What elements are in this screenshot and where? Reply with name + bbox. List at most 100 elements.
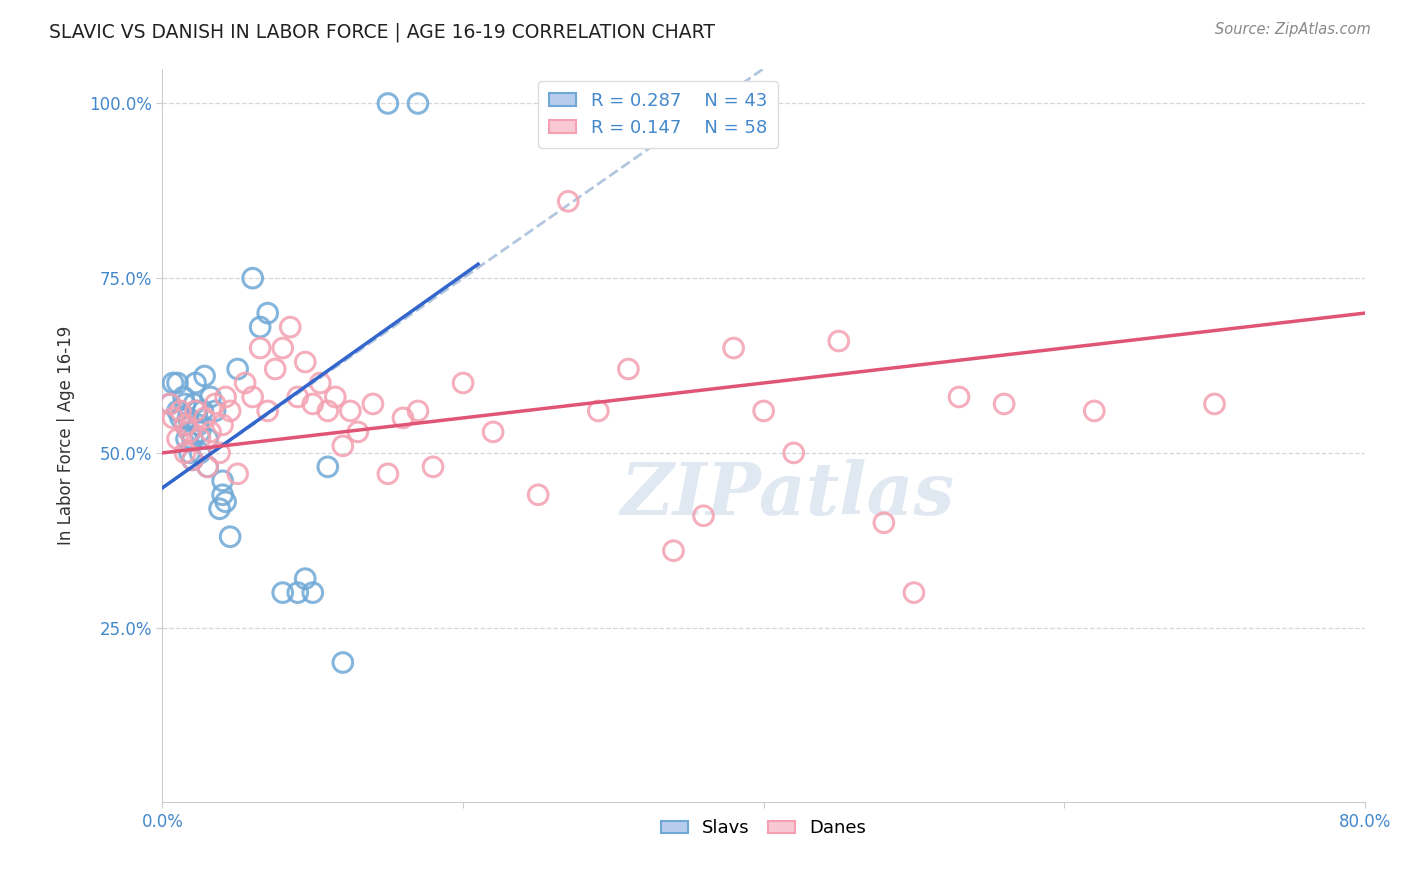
- Point: [162, 411, 184, 425]
- Point: [159, 397, 181, 411]
- Point: [316, 459, 339, 474]
- Point: [406, 404, 429, 418]
- Point: [948, 390, 970, 404]
- Point: [332, 439, 354, 453]
- Point: [174, 417, 197, 432]
- Point: [323, 390, 346, 404]
- Point: [197, 459, 219, 474]
- Point: [176, 432, 198, 446]
- Point: [214, 495, 236, 509]
- Point: [873, 516, 896, 530]
- Point: [183, 397, 205, 411]
- Point: [1083, 404, 1105, 418]
- Point: [200, 425, 222, 439]
- Point: [256, 306, 278, 320]
- Point: [179, 446, 201, 460]
- Point: [211, 488, 233, 502]
- Point: [287, 585, 309, 599]
- Point: [527, 488, 550, 502]
- Point: [191, 404, 214, 418]
- Point: [588, 404, 610, 418]
- Point: [422, 459, 444, 474]
- Point: [197, 459, 219, 474]
- Point: [278, 320, 301, 334]
- Point: [179, 425, 201, 439]
- Point: [174, 446, 197, 460]
- Point: [242, 271, 264, 285]
- Point: [169, 404, 191, 418]
- Point: [1204, 397, 1226, 411]
- Point: [174, 417, 197, 432]
- Point: [179, 425, 201, 439]
- Y-axis label: In Labor Force | Age 16-19: In Labor Force | Age 16-19: [58, 326, 75, 545]
- Point: [828, 334, 851, 348]
- Point: [184, 404, 207, 418]
- Point: [181, 453, 204, 467]
- Point: [256, 404, 278, 418]
- Point: [219, 530, 242, 544]
- Point: [271, 585, 294, 599]
- Point: [377, 96, 399, 111]
- Point: [204, 397, 226, 411]
- Point: [166, 376, 188, 390]
- Point: [197, 432, 219, 446]
- Point: [264, 362, 287, 376]
- Point: [392, 411, 415, 425]
- Point: [211, 417, 233, 432]
- Point: [211, 474, 233, 488]
- Point: [166, 432, 188, 446]
- Point: [193, 369, 215, 384]
- Point: [186, 404, 208, 418]
- Point: [184, 376, 207, 390]
- Point: [249, 341, 271, 355]
- Point: [723, 341, 745, 355]
- Point: [332, 656, 354, 670]
- Point: [271, 341, 294, 355]
- Text: ZIPatlas: ZIPatlas: [620, 458, 955, 530]
- Point: [159, 397, 181, 411]
- Point: [166, 404, 188, 418]
- Point: [188, 446, 211, 460]
- Point: [752, 404, 775, 418]
- Point: [451, 376, 474, 390]
- Point: [187, 417, 209, 432]
- Point: [783, 446, 806, 460]
- Text: SLAVIC VS DANISH IN LABOR FORCE | AGE 16-19 CORRELATION CHART: SLAVIC VS DANISH IN LABOR FORCE | AGE 16…: [49, 22, 716, 42]
- Point: [316, 404, 339, 418]
- Point: [208, 501, 231, 516]
- Point: [208, 446, 231, 460]
- Point: [301, 585, 323, 599]
- Point: [903, 585, 925, 599]
- Point: [294, 355, 316, 369]
- Point: [226, 362, 249, 376]
- Point: [226, 467, 249, 481]
- Point: [287, 390, 309, 404]
- Point: [662, 543, 685, 558]
- Point: [193, 411, 215, 425]
- Point: [219, 404, 242, 418]
- Point: [177, 411, 200, 425]
- Point: [233, 376, 256, 390]
- Point: [301, 397, 323, 411]
- Point: [617, 362, 640, 376]
- Point: [692, 508, 714, 523]
- Point: [309, 376, 332, 390]
- Point: [181, 453, 204, 467]
- Point: [557, 194, 579, 209]
- Point: [993, 397, 1015, 411]
- Point: [482, 425, 505, 439]
- Point: [188, 425, 211, 439]
- Point: [361, 397, 384, 411]
- Text: Source: ZipAtlas.com: Source: ZipAtlas.com: [1215, 22, 1371, 37]
- Point: [169, 411, 191, 425]
- Point: [406, 96, 429, 111]
- Point: [242, 390, 264, 404]
- Point: [347, 425, 370, 439]
- Point: [173, 390, 195, 404]
- Point: [214, 390, 236, 404]
- Legend: Slavs, Danes: Slavs, Danes: [654, 812, 873, 845]
- Point: [204, 404, 226, 418]
- Point: [339, 404, 361, 418]
- Point: [249, 320, 271, 334]
- Point: [174, 397, 197, 411]
